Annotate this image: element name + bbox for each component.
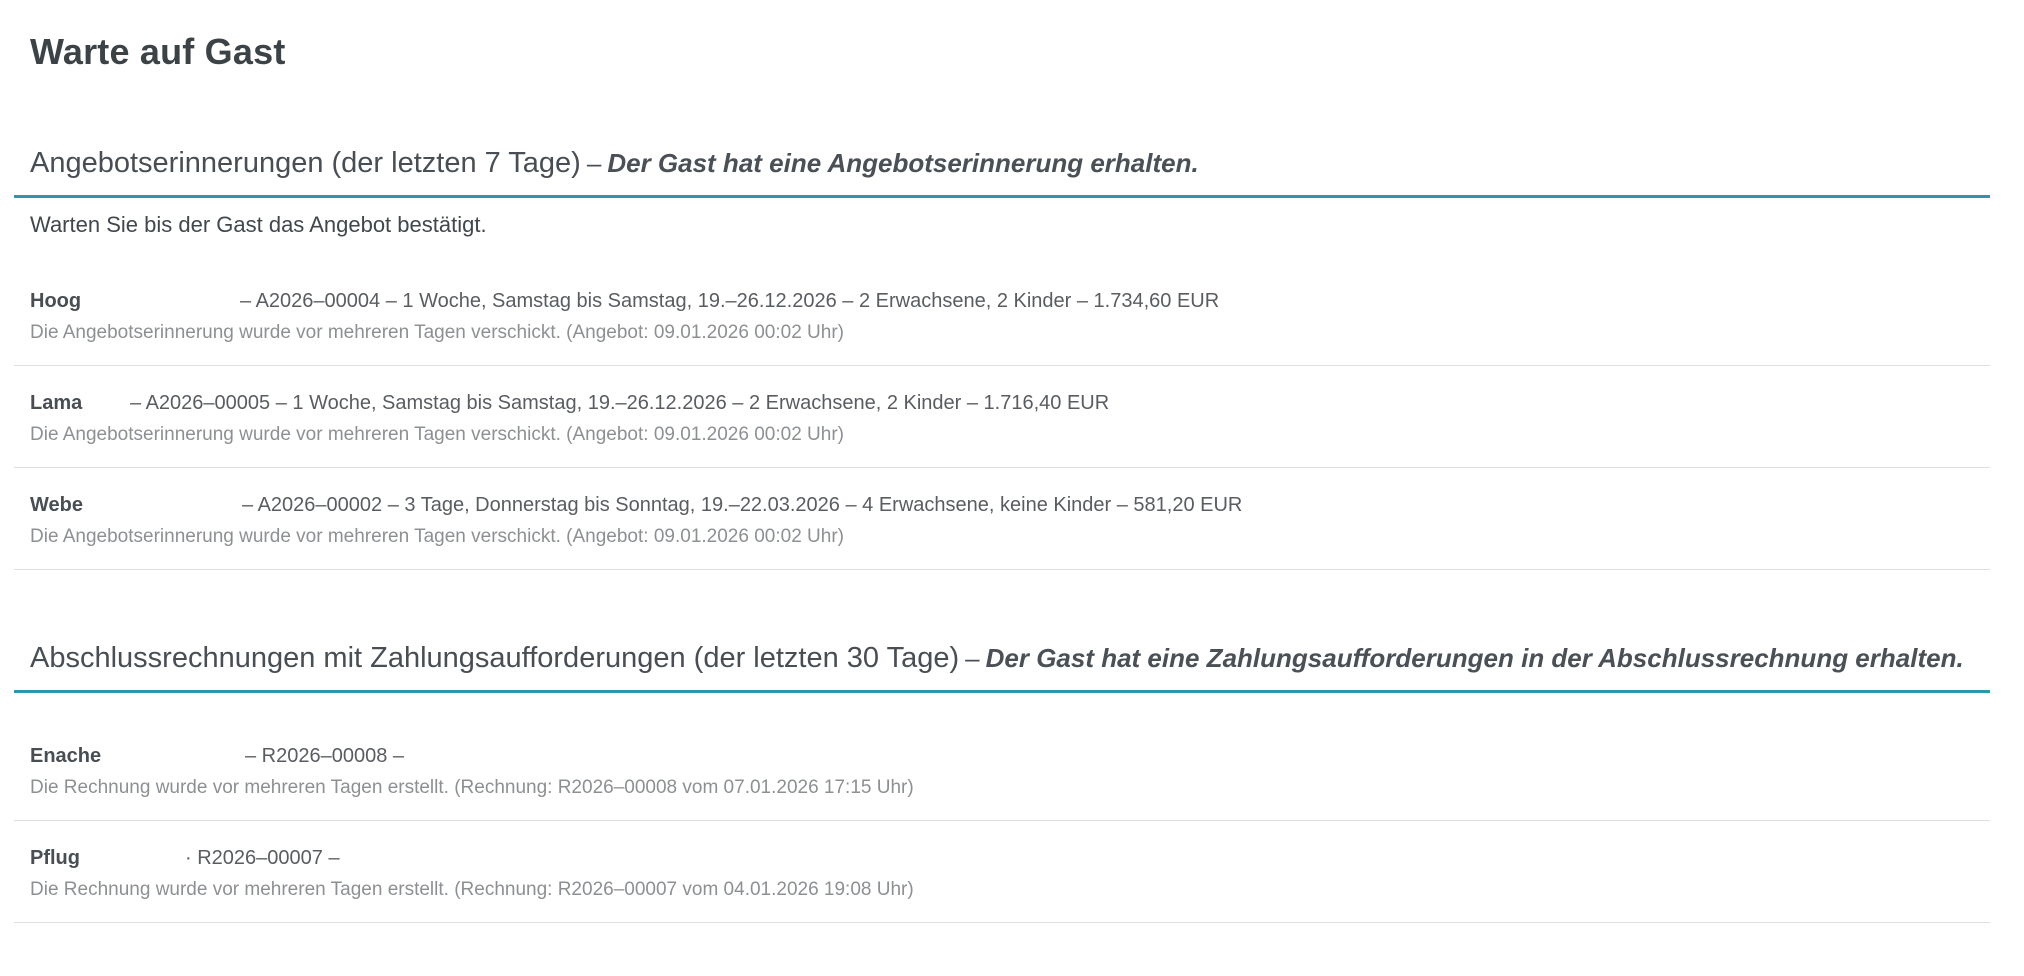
guest-name: Hoog [30, 290, 82, 312]
list-item[interactable]: Lama – A2026–00005 – 1 Woche, Samstag bis… [14, 366, 1990, 468]
list-item[interactable]: Hoog – A2026–00004 – 1 Woche, Samstag bis… [14, 288, 1990, 366]
section-offer-reminders: Angebotserinnerungen (der letzten 7 Tage… [14, 143, 1990, 570]
final-invoice-list: Enache – R2026–00008 – Die Rechnung wurde… [14, 743, 1990, 923]
section-header: Angebotserinnerungen (der letzten 7 Tage… [14, 143, 1990, 198]
section-hint: Warten Sie bis der Gast das Angebot best… [30, 212, 487, 237]
entry-details: – R2026–00008 – [245, 745, 405, 767]
entry-details: – A2026–00002 – 3 Tage, Donnerstag bis S… [242, 494, 1243, 516]
offer-reminder-list: Hoog – A2026–00004 – 1 Woche, Samstag bis… [14, 288, 1990, 570]
guest-name: Pflug [30, 847, 80, 869]
entry-status: Die Angebotserinnerung wurde vor mehrere… [30, 424, 844, 445]
section-title-separator: – [586, 148, 602, 178]
list-item[interactable]: Enache – R2026–00008 – Die Rechnung wurde… [14, 743, 1990, 821]
entry-main-line: Enache – R2026–00008 – [30, 743, 1974, 769]
entry-status: Die Angebotserinnerung wurde vor mehrere… [30, 526, 844, 547]
entry-status: Die Angebotserinnerung wurde vor mehrere… [30, 322, 844, 343]
entry-main-line: Lama – A2026–00005 – 1 Woche, Samstag bis… [30, 390, 1974, 416]
section-subtitle: Der Gast hat eine Angebotserinnerung erh… [607, 148, 1199, 178]
section-title-separator: – [965, 643, 980, 673]
section-title: Angebotserinnerungen (der letzten 7 Tage… [30, 147, 581, 179]
guest-name: Webe [30, 494, 83, 516]
page-title: Warte auf Gast [30, 31, 286, 72]
section-title: Abschlussrechnungen mit Zahlungsaufforde… [30, 642, 960, 674]
list-item[interactable]: Webe – A2026–00002 – 3 Tage, Donnerstag b… [14, 468, 1990, 570]
entry-details: – A2026–00005 – 1 Woche, Samstag bis Sam… [130, 392, 1110, 414]
list-item[interactable]: Pflug · R2026–00007 – Die Rechnung wurde … [14, 821, 1990, 923]
guest-name: Enache [30, 745, 102, 767]
section-subtitle: Der Gast hat eine Zahlungsaufforderungen… [985, 643, 1964, 673]
entry-main-line: Pflug · R2026–00007 – [30, 845, 1974, 871]
guest-name: Lama [30, 392, 83, 414]
entry-main-line: Hoog – A2026–00004 – 1 Woche, Samstag bis… [30, 288, 1974, 314]
section-header: Abschlussrechnungen mit Zahlungsaufforde… [14, 638, 1990, 693]
entry-status: Die Rechnung wurde vor mehreren Tagen er… [30, 879, 914, 900]
entry-status: Die Rechnung wurde vor mehreren Tagen er… [30, 777, 914, 798]
section-final-invoices: Abschlussrechnungen mit Zahlungsaufforde… [14, 638, 1990, 923]
entry-details: · R2026–00007 – [185, 847, 340, 869]
entry-details: – A2026–00004 – 1 Woche, Samstag bis Sam… [240, 290, 1220, 312]
entry-main-line: Webe – A2026–00002 – 3 Tage, Donnerstag b… [30, 492, 1974, 518]
